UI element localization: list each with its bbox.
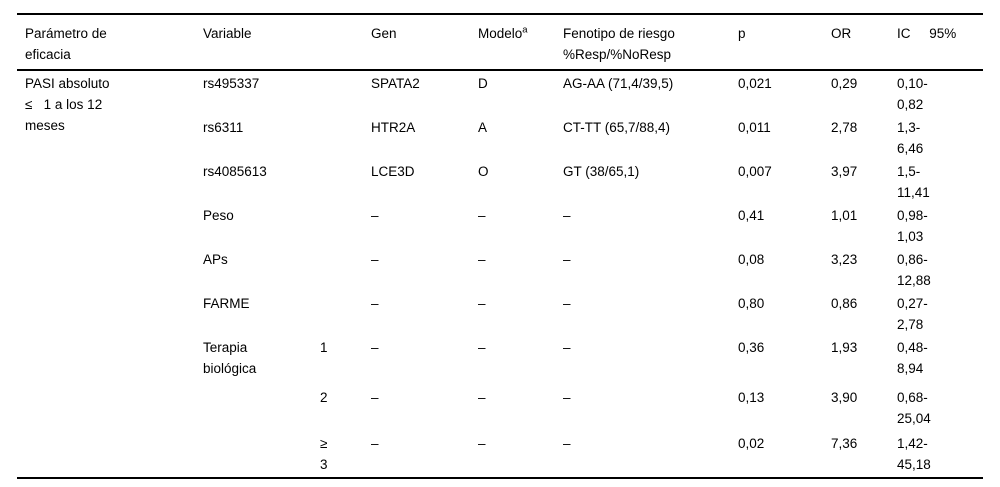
header-variable: Variable [203, 26, 252, 41]
or-cell: 3,23 [831, 252, 858, 267]
modelo-cell: O [478, 164, 489, 179]
efficacy-results-table-wrap: Parámetro de eficacia Variable Gen Model… [17, 13, 983, 479]
level-cell [320, 291, 371, 335]
ic-cell: 0,27- 2,78 [897, 296, 928, 332]
gen-cell: – [371, 208, 379, 223]
ic-cell: 0,10- 0,82 [897, 76, 928, 112]
table-body: PASI absoluto ≤ 1 a los 12 meses rs49533… [17, 70, 983, 478]
fenotipo-cell: CT-TT (65,7/88,4) [563, 120, 671, 135]
header-fenotipo-de-riesgo: Fenotipo de riesgo %Resp/%NoResp [563, 26, 675, 62]
p-cell: 0,41 [738, 208, 765, 223]
header-gen: Gen [371, 26, 397, 41]
header-modelo: Modeloa [478, 14, 563, 70]
ic-cell: 1,42- 45,18 [897, 436, 931, 472]
table-row: ≥ 3 – – – 0,02 7,36 1,42- 45,18 [17, 431, 983, 478]
p-cell: 0,021 [738, 76, 772, 91]
ic-cell: 0,68- 25,04 [897, 390, 931, 426]
header-row: Parámetro de eficacia Variable Gen Model… [17, 14, 983, 70]
header-odds-ratio: OR [831, 26, 852, 41]
level-cell [320, 115, 371, 159]
or-cell: 3,97 [831, 164, 858, 179]
p-cell: 0,13 [738, 390, 765, 405]
modelo-cell: – [478, 390, 486, 405]
fenotipo-cell: – [563, 390, 571, 405]
modelo-cell: A [478, 120, 488, 135]
header-p-value: p [738, 26, 746, 41]
variable-cell: Terapia biológica [203, 340, 257, 376]
fenotipo-cell: – [563, 252, 571, 267]
level-cell [320, 70, 371, 115]
variable-cell: rs6311 [203, 120, 244, 135]
fenotipo-cell: – [563, 340, 571, 355]
header-parametro-de-eficacia: Parámetro de eficacia [25, 26, 107, 62]
ic-cell: 0,86- 12,88 [897, 252, 931, 288]
variable-cell: FARME [203, 296, 250, 311]
modelo-cell: – [478, 252, 486, 267]
parameter-cell: PASI absoluto ≤ 1 a los 12 meses [25, 76, 110, 133]
modelo-cell: – [478, 296, 486, 311]
variable-cell: rs4085613 [203, 164, 267, 179]
table-row: Peso – – – 0,41 1,01 0,98- 1,03 [17, 203, 983, 247]
variable-cell: APs [203, 252, 228, 267]
p-cell: 0,02 [738, 436, 765, 451]
level-cell [320, 159, 371, 203]
table-row: rs6311 HTR2A A CT-TT (65,7/88,4) 0,011 2… [17, 115, 983, 159]
variable-cell [203, 385, 320, 431]
ic-cell: 0,48- 8,94 [897, 340, 928, 376]
p-cell: 0,80 [738, 296, 765, 311]
variable-cell [203, 431, 320, 478]
variable-cell: rs495337 [203, 76, 260, 91]
table-row: 2 – – – 0,13 3,90 0,68- 25,04 [17, 385, 983, 431]
or-cell: 0,86 [831, 296, 858, 311]
or-cell: 2,78 [831, 120, 858, 135]
modelo-cell: – [478, 436, 486, 451]
or-cell: 1,93 [831, 340, 858, 355]
ic-cell: 1,5- 11,41 [897, 164, 930, 200]
level-cell: ≥ 3 [320, 436, 328, 472]
p-cell: 0,007 [738, 164, 772, 179]
header-modelo-label: Modelo [478, 26, 523, 41]
modelo-cell: – [478, 340, 486, 355]
gen-cell: – [371, 252, 379, 267]
modelo-cell: – [478, 208, 486, 223]
gen-cell: – [371, 340, 379, 355]
p-cell: 0,36 [738, 340, 765, 355]
or-cell: 7,36 [831, 436, 858, 451]
gen-cell: – [371, 296, 379, 311]
fenotipo-cell: AG-AA (71,4/39,5) [563, 76, 674, 91]
header-ic-95: IC 95% [897, 26, 957, 41]
gen-cell: HTR2A [371, 120, 416, 135]
variable-cell: Peso [203, 208, 234, 223]
or-cell: 3,90 [831, 390, 858, 405]
fenotipo-cell: – [563, 208, 571, 223]
table-row: FARME – – – 0,80 0,86 0,27- 2,78 [17, 291, 983, 335]
gen-cell: – [371, 436, 379, 451]
fenotipo-cell: – [563, 296, 571, 311]
ic-cell: 0,98- 1,03 [897, 208, 928, 244]
ic-cell: 1,3- 6,46 [897, 120, 924, 156]
gen-cell: LCE3D [371, 164, 415, 179]
table-row: Terapia biológica 1 – – – 0,36 1,93 0,48… [17, 335, 983, 385]
efficacy-results-table: Parámetro de eficacia Variable Gen Model… [17, 13, 983, 479]
fenotipo-cell: – [563, 436, 571, 451]
header-modelo-footnote-marker: a [522, 24, 528, 36]
table-row: PASI absoluto ≤ 1 a los 12 meses rs49533… [17, 70, 983, 133]
table-row: rs4085613 LCE3D O GT (38/65,1) 0,007 3,9… [17, 159, 983, 203]
table-header: Parámetro de eficacia Variable Gen Model… [17, 14, 983, 70]
or-cell: 1,01 [831, 208, 858, 223]
header-nivel [320, 14, 371, 70]
level-cell: 2 [320, 390, 328, 405]
or-cell: 0,29 [831, 76, 858, 91]
gen-cell: – [371, 390, 379, 405]
level-cell [320, 203, 371, 247]
level-cell: 1 [320, 340, 328, 355]
gen-cell: SPATA2 [371, 76, 420, 91]
fenotipo-cell: GT (38/65,1) [563, 164, 640, 179]
modelo-cell: D [478, 76, 488, 91]
p-cell: 0,011 [738, 120, 771, 135]
p-cell: 0,08 [738, 252, 765, 267]
level-cell [320, 247, 371, 291]
table-row: APs – – – 0,08 3,23 0,86- 12,88 [17, 247, 983, 291]
